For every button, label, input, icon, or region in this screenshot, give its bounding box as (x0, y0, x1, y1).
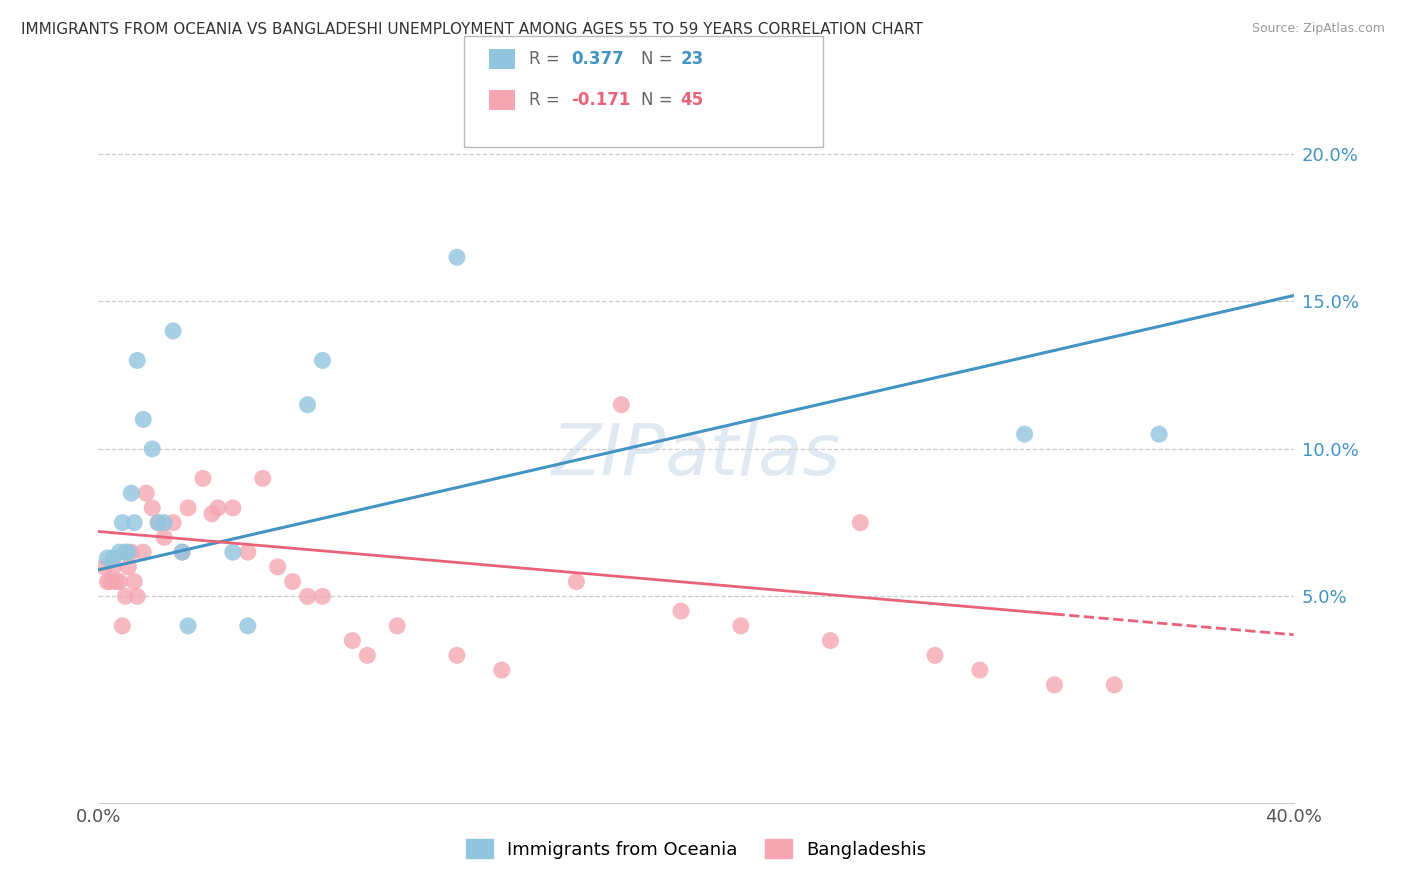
Point (281, 574, 304, 589)
Point (1104, 678, 1126, 692)
Point (162, 324, 184, 338)
Text: N =: N = (641, 91, 678, 109)
Point (148, 516, 170, 530)
Point (177, 619, 200, 633)
Point (252, 471, 274, 485)
Point (148, 516, 170, 530)
Point (1043, 678, 1066, 692)
Point (108, 545, 131, 559)
Point (114, 545, 136, 559)
Point (356, 648, 378, 663)
Point (297, 590, 319, 604)
Point (111, 619, 134, 633)
Text: ZIPatlas: ZIPatlas (551, 422, 841, 491)
Point (127, 353, 149, 368)
Point (924, 648, 946, 663)
Point (141, 500, 163, 515)
Point (491, 663, 513, 677)
Point (1147, 427, 1170, 442)
Point (222, 500, 245, 515)
Point (297, 398, 319, 412)
Point (124, 574, 146, 589)
Point (132, 412, 155, 426)
Point (172, 545, 194, 559)
Point (446, 648, 468, 663)
Point (105, 574, 128, 589)
Point (236, 545, 259, 559)
Point (669, 604, 692, 618)
Point (610, 398, 633, 412)
Point (565, 574, 588, 589)
Point (267, 560, 290, 574)
Point (108, 574, 131, 589)
Point (111, 516, 134, 530)
Point (132, 545, 155, 559)
Point (201, 507, 224, 521)
Point (96, 574, 118, 589)
Point (120, 486, 142, 500)
Point (177, 500, 200, 515)
Point (311, 353, 333, 368)
Text: 0.377: 0.377 (571, 50, 624, 68)
Point (120, 545, 142, 559)
Text: N =: N = (641, 50, 678, 68)
Point (342, 633, 364, 648)
Point (98, 574, 122, 589)
Point (117, 545, 139, 559)
Point (446, 250, 468, 264)
Point (114, 590, 136, 604)
Point (103, 551, 125, 566)
Point (153, 516, 176, 530)
Text: R =: R = (529, 50, 565, 68)
Point (93, 560, 115, 574)
Point (124, 516, 146, 530)
Text: IMMIGRANTS FROM OCEANIA VS BANGLADESHI UNEMPLOYMENT AMONG AGES 55 TO 59 YEARS CO: IMMIGRANTS FROM OCEANIA VS BANGLADESHI U… (21, 22, 922, 37)
Point (820, 633, 842, 648)
Text: -0.171: -0.171 (571, 91, 630, 109)
Point (127, 590, 149, 604)
Point (117, 560, 139, 574)
Point (311, 590, 333, 604)
Point (96, 551, 118, 566)
Point (222, 545, 245, 559)
Point (191, 471, 214, 485)
Point (135, 486, 157, 500)
Point (153, 530, 176, 544)
Text: 45: 45 (681, 91, 703, 109)
Point (385, 619, 409, 633)
Point (103, 560, 125, 574)
Text: R =: R = (529, 91, 565, 109)
Point (172, 545, 194, 559)
Point (730, 619, 752, 633)
Point (849, 516, 872, 530)
Point (969, 663, 991, 677)
Point (141, 442, 163, 456)
Point (162, 516, 184, 530)
Point (236, 619, 259, 633)
Point (1014, 427, 1036, 442)
Text: Source: ZipAtlas.com: Source: ZipAtlas.com (1251, 22, 1385, 36)
Point (207, 500, 229, 515)
Legend: Immigrants from Oceania, Bangladeshis: Immigrants from Oceania, Bangladeshis (458, 832, 934, 866)
Text: 23: 23 (681, 50, 704, 68)
